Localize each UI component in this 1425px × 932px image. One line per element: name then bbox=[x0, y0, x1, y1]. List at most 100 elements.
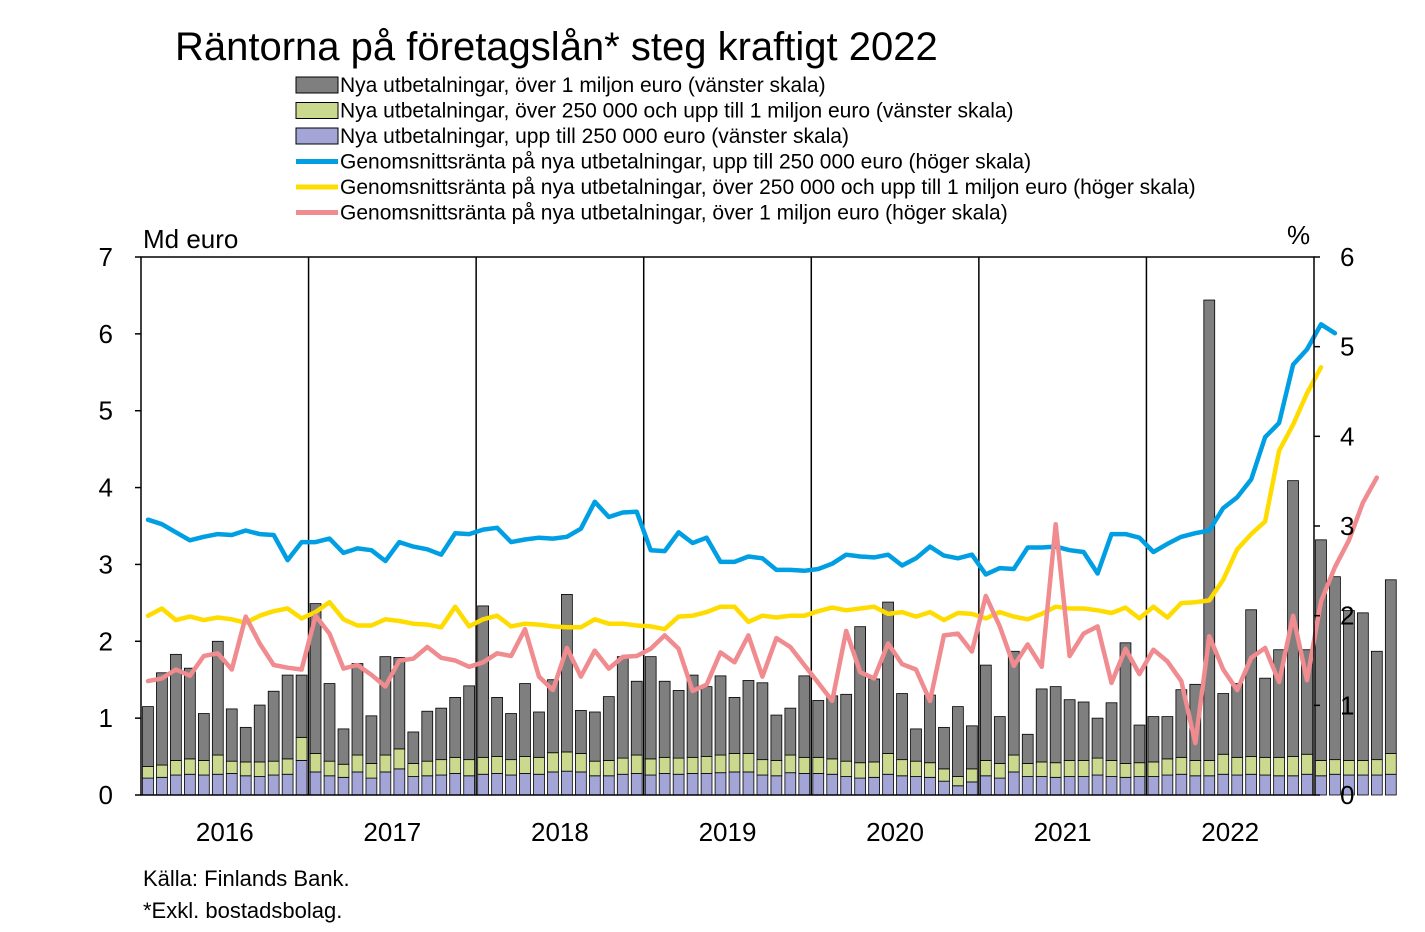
bar-segment-1 bbox=[1259, 756, 1271, 776]
bar-segment-1 bbox=[728, 753, 741, 773]
bar-segment-1 bbox=[211, 754, 224, 775]
bar-segment-1 bbox=[1329, 759, 1341, 775]
bar-segment-1 bbox=[868, 761, 880, 778]
bar-segment-0 bbox=[323, 775, 336, 796]
bar-segment-2 bbox=[1357, 612, 1369, 761]
bar-segment-1 bbox=[1161, 758, 1174, 776]
bar-segment-1 bbox=[156, 764, 168, 778]
bar-segment-0 bbox=[1273, 775, 1285, 796]
bar-segment-2 bbox=[952, 706, 964, 777]
bar-segment-2 bbox=[756, 682, 769, 761]
bar-segment-0 bbox=[1063, 776, 1076, 796]
bar-segment-1 bbox=[826, 758, 839, 775]
bar-segment-0 bbox=[449, 773, 462, 796]
bar-segment-1 bbox=[309, 753, 322, 773]
bar-segment-2 bbox=[435, 707, 448, 761]
bar-segment-2 bbox=[938, 726, 950, 770]
bar-segment-0 bbox=[533, 773, 545, 796]
bar-segment-1 bbox=[798, 756, 811, 774]
bar-segment-1 bbox=[854, 762, 867, 779]
bar-segment-1 bbox=[1077, 760, 1090, 777]
bar-segment-2 bbox=[798, 675, 811, 758]
bar-segment-0 bbox=[211, 773, 224, 796]
bar-segment-1 bbox=[630, 754, 643, 774]
bar-segment-2 bbox=[239, 726, 252, 763]
bar-segment-0 bbox=[1189, 775, 1202, 796]
bar-segment-1 bbox=[170, 760, 182, 776]
bar-segment-2 bbox=[267, 690, 280, 762]
bar-segment-1 bbox=[1147, 761, 1160, 777]
bar-segment-2 bbox=[477, 605, 489, 758]
bar-segment-0 bbox=[463, 775, 476, 796]
bar-segment-0 bbox=[924, 776, 936, 796]
bar-segment-1 bbox=[449, 756, 462, 774]
bar-segment-0 bbox=[756, 774, 769, 796]
bar-segment-1 bbox=[1384, 753, 1397, 775]
bar-segment-2 bbox=[393, 657, 406, 750]
bar-segment-1 bbox=[519, 756, 531, 774]
bar-segment-0 bbox=[197, 774, 210, 796]
bar-segment-1 bbox=[1357, 760, 1369, 776]
bar-segment-1 bbox=[1301, 753, 1313, 775]
x-tick-label: 2021 bbox=[1034, 817, 1092, 847]
y-left-ticks: 0 1 2 3 4 5 6 7 bbox=[99, 242, 141, 810]
bar-segment-2 bbox=[1343, 610, 1355, 761]
bar-segment-2 bbox=[533, 711, 545, 758]
bar-segment-2 bbox=[253, 704, 266, 763]
y-left-tick-label: 0 bbox=[99, 780, 113, 810]
bar-segment-0 bbox=[588, 775, 601, 796]
bar-segment-2 bbox=[882, 601, 894, 754]
bar-segment-2 bbox=[561, 594, 573, 753]
legend-entry: Nya utbetalningar, över 1 miljon euro (v… bbox=[340, 74, 826, 97]
bar-segment-0 bbox=[1203, 775, 1216, 796]
bar-segment-2 bbox=[225, 708, 238, 762]
bar-segment-2 bbox=[1370, 650, 1383, 761]
bar-segment-2 bbox=[379, 656, 392, 756]
bar-segment-0 bbox=[1329, 773, 1341, 796]
bar-segment-0 bbox=[1049, 776, 1062, 796]
bar-segment-2 bbox=[351, 663, 364, 756]
bar-segment-1 bbox=[421, 760, 434, 777]
bar-segment-1 bbox=[197, 760, 210, 776]
x-tick-label: 2016 bbox=[196, 817, 254, 847]
bar-segment-2 bbox=[1245, 609, 1258, 757]
x-tick-label: 2019 bbox=[699, 817, 757, 847]
bar-segment-2 bbox=[197, 713, 210, 761]
bar-segment-2 bbox=[770, 714, 783, 761]
bar-segment-0 bbox=[337, 776, 350, 796]
bar-segment-1 bbox=[1315, 760, 1327, 777]
bar-segment-0 bbox=[1077, 776, 1090, 796]
bar-segment-1 bbox=[1343, 760, 1355, 776]
y-left-tick-label: 6 bbox=[99, 319, 113, 349]
bar-segment-0 bbox=[295, 760, 308, 796]
bar-segment-2 bbox=[491, 696, 503, 757]
bar-segment-0 bbox=[351, 771, 364, 796]
bar-segment-1 bbox=[882, 753, 894, 775]
bar-segment-0 bbox=[225, 773, 238, 796]
bar-segment-1 bbox=[393, 748, 406, 770]
bar-segment-2 bbox=[211, 640, 224, 756]
bar-segment-2 bbox=[1021, 733, 1034, 764]
bar-segment-2 bbox=[281, 674, 294, 760]
bar-segment-0 bbox=[365, 777, 378, 796]
bar-segment-2 bbox=[323, 683, 336, 762]
bar-segment-0 bbox=[309, 771, 322, 796]
y-right-tick-label: 0 bbox=[1340, 780, 1354, 810]
bar-segment-2 bbox=[295, 674, 308, 738]
bar-segment-2 bbox=[910, 728, 922, 762]
bar-segment-1 bbox=[337, 763, 350, 778]
bar-segment-0 bbox=[393, 768, 406, 796]
bar-segment-1 bbox=[602, 760, 615, 777]
bar-segment-1 bbox=[714, 754, 727, 774]
legend: Nya utbetalningar, över 1 miljon euro (v… bbox=[295, 74, 1196, 225]
bar-segment-0 bbox=[267, 774, 280, 796]
bar-segment-1 bbox=[1217, 753, 1230, 775]
legend-entry: Genomsnittsränta på nya utbetalningar, ö… bbox=[340, 202, 1008, 225]
bar-segment-0 bbox=[1161, 774, 1174, 796]
y-left-tick-label: 1 bbox=[99, 703, 113, 733]
legend-entry: Nya utbetalningar, upp till 250 000 euro… bbox=[340, 125, 849, 148]
y-right-ticks: 0 1 2 3 4 5 6 bbox=[1314, 242, 1354, 810]
bar-segment-0 bbox=[575, 771, 587, 796]
bar-segment-1 bbox=[1175, 756, 1188, 775]
